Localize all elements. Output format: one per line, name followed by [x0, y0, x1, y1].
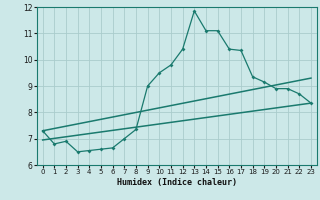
X-axis label: Humidex (Indice chaleur): Humidex (Indice chaleur): [117, 178, 237, 187]
